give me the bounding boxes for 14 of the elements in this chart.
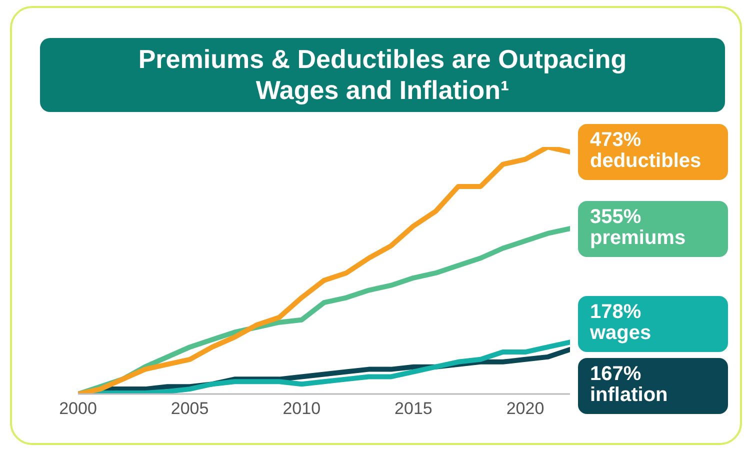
text: 473% [590, 128, 642, 151]
text: 167% [590, 363, 642, 385]
x-tick-label: 2005 [170, 399, 209, 418]
x-tick-label: 2015 [394, 399, 432, 418]
series-label: premiums [590, 226, 687, 248]
x-tick-label: 2020 [506, 399, 544, 418]
chart-title: Premiums & Deductibles are Outpacing Wages and Inflation¹ [137, 44, 628, 106]
text: 355% [590, 206, 642, 228]
text: 178% [590, 301, 642, 323]
x-tick-label: 2000 [59, 399, 97, 418]
series-label: deductibles [590, 150, 702, 172]
series-label: inflation [590, 384, 669, 406]
series-label: wages [590, 322, 652, 344]
x-tick-label: 2010 [282, 399, 321, 418]
